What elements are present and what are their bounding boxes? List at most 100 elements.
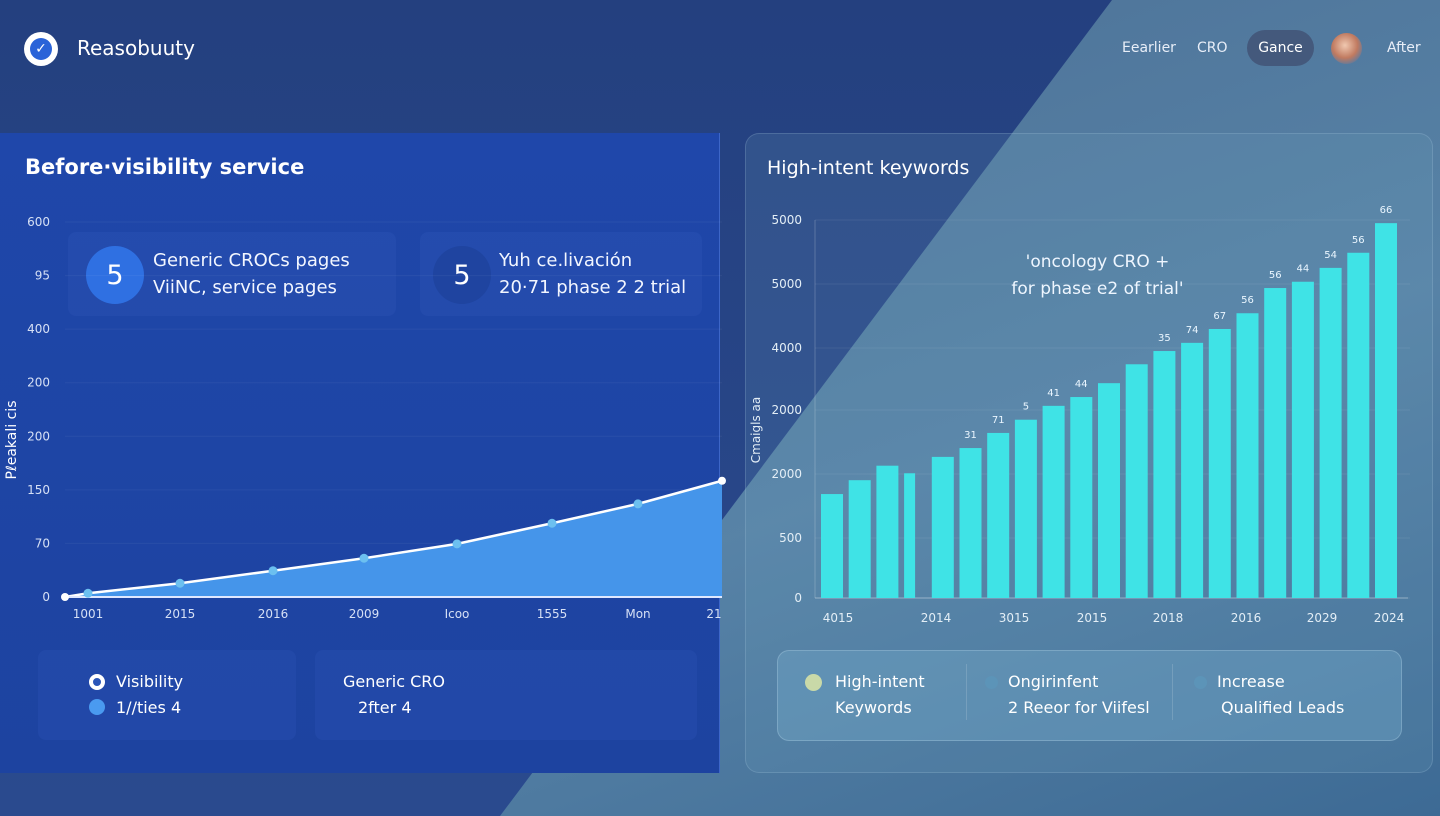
x-tick-label: 1555 <box>537 607 568 621</box>
legend-line: Increase <box>1217 672 1285 691</box>
area-fill <box>65 480 722 597</box>
bar <box>1375 223 1397 598</box>
legend-generic-cro-sub: 2fter 4 <box>358 698 412 717</box>
x-tick-label: 1001 <box>73 607 104 621</box>
ring-icon <box>89 674 105 690</box>
stat-text: Yuh ce.livación 20·71 phase 2 2 trial <box>499 247 686 301</box>
y-tick-label: 200 <box>27 429 50 443</box>
y-tick-label: 600 <box>27 215 50 229</box>
legend-line: Ongirinfent <box>1008 672 1099 691</box>
bar-value-label: 56 <box>1352 235 1365 246</box>
legend-ongirinfent: Ongirinfent 2 Reeor for Viifesl <box>1008 669 1150 721</box>
bar-value-label: 67 <box>1213 311 1226 322</box>
data-point <box>633 499 643 509</box>
divider <box>1172 664 1173 720</box>
x-tick-label: 2014 <box>921 611 952 625</box>
dot-icon <box>805 674 822 691</box>
data-point <box>83 588 93 598</box>
y-tick-label: 200 <box>27 376 50 390</box>
bar <box>1208 328 1231 598</box>
y-tick-label: 70 <box>35 536 50 550</box>
bar-value-label: 44 <box>1075 379 1088 390</box>
bar <box>1125 364 1148 598</box>
y-axis-label: Cmaigls aa <box>749 397 763 463</box>
x-tick-label: 2016 <box>1231 611 1262 625</box>
bar-value-label: 35 <box>1158 333 1171 344</box>
stat-line: ViiNC, service pages <box>153 277 337 298</box>
x-tick-label: 2024 <box>1374 611 1405 625</box>
x-tick-label: 3015 <box>999 611 1030 625</box>
data-point <box>175 578 185 588</box>
y-tick-label: 150 <box>27 483 50 497</box>
bar <box>931 456 954 598</box>
bar <box>1319 267 1342 598</box>
legend-visibility-sub: 1//ties 4 <box>116 698 182 717</box>
keywords-bar-chart: 0 500 2000 2000 4000 5000 5000 31 71 5 41 44 35 74 67 5… <box>749 205 1410 625</box>
bar <box>1347 252 1370 598</box>
y-tick-label: 0 <box>794 591 802 605</box>
y-tick-label: 95 <box>35 269 50 283</box>
keywords-legend-card <box>777 650 1402 741</box>
bar <box>904 473 916 598</box>
legend-high-intent: High-intent Keywords <box>835 669 925 721</box>
check-circle-icon[interactable]: ✓ <box>24 32 58 66</box>
data-point <box>452 539 462 549</box>
data-point <box>359 553 369 563</box>
x-tick-label: 2015 <box>1077 611 1108 625</box>
bar-value-label: 56 <box>1241 295 1254 306</box>
bar-value-label: 74 <box>1186 325 1199 336</box>
app-title: Reasobuuty <box>77 36 195 60</box>
before-panel <box>0 133 720 773</box>
data-point <box>718 476 726 485</box>
stat-number: 5 <box>86 246 144 304</box>
bar <box>1181 342 1204 598</box>
data-point <box>61 593 69 601</box>
x-tick-label: Mon <box>625 607 650 621</box>
stat-line: 20·71 phase 2 2 trial <box>499 277 687 298</box>
bar <box>1098 383 1120 598</box>
bar-value-label: 31 <box>964 430 977 441</box>
nav-after[interactable]: After <box>1387 40 1421 56</box>
bar-value-label: 66 <box>1380 205 1393 216</box>
nav-earlier[interactable]: Eearlier <box>1122 40 1176 56</box>
y-tick-label: 5000 <box>771 277 802 291</box>
bar <box>1264 288 1287 598</box>
bar-value-label: 54 <box>1324 250 1337 261</box>
nav-gance[interactable]: Gance <box>1247 30 1314 66</box>
bar <box>1042 405 1065 598</box>
x-tick-label: 2015 <box>165 607 196 621</box>
x-tick-label: 21 <box>706 607 721 621</box>
nav-cro[interactable]: CRO <box>1197 40 1228 56</box>
x-tick-label: Icoo <box>445 607 470 621</box>
x-tick-label: 2016 <box>258 607 289 621</box>
legend-line: 2 Reeor for Viifesl <box>1008 698 1150 717</box>
divider <box>966 664 967 720</box>
before-panel-title: Before·visibility service <box>25 155 305 179</box>
legend-card <box>38 650 296 740</box>
y-axis-label: Pℓeakali cis <box>4 401 20 480</box>
legend-line: Qualified Leads <box>1221 698 1345 717</box>
y-tick-label: 5000 <box>771 213 802 227</box>
bar <box>959 448 982 598</box>
avatar[interactable] <box>1331 33 1362 64</box>
dot-icon <box>89 699 105 715</box>
bar <box>848 480 871 598</box>
bar <box>821 494 843 598</box>
data-point <box>547 518 557 528</box>
legend-card <box>315 650 697 740</box>
annotation-line: for phase e2 of trial' <box>1011 279 1184 299</box>
bar <box>987 432 1010 598</box>
bar <box>1070 397 1093 598</box>
keywords-panel <box>745 133 1433 773</box>
bar-value-label: 71 <box>992 415 1005 426</box>
stat-line: Generic CROCs pages <box>153 250 350 271</box>
keywords-panel-title: High-intent keywords <box>767 157 970 179</box>
y-tick-label: 500 <box>779 531 802 545</box>
y-tick-label: 0 <box>42 590 50 604</box>
legend-increase: Increase Qualified Leads <box>1217 669 1344 721</box>
y-tick-label: 2000 <box>771 403 802 417</box>
dot-icon <box>1194 676 1207 689</box>
bar <box>1291 281 1314 598</box>
legend-visibility: Visibility <box>116 672 184 691</box>
annotation-line: 'oncology CRO + <box>1025 252 1170 272</box>
